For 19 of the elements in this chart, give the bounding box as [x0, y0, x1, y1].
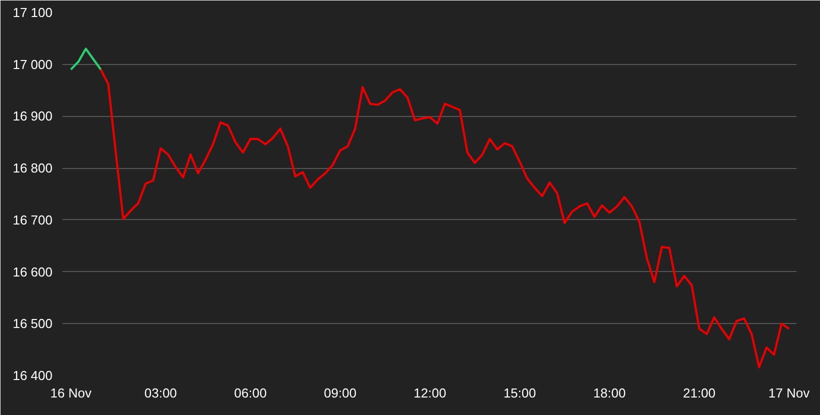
x-tick-label: 18:00 — [593, 386, 626, 400]
x-tick-label: 15:00 — [503, 386, 536, 400]
x-tick-label: 12:00 — [414, 386, 446, 400]
x-tick-label: 16 Nov — [50, 386, 92, 400]
x-tick-label: 06:00 — [234, 386, 267, 400]
y-tick-label: 16 900 — [12, 108, 53, 124]
y-tick-label: 16 800 — [12, 160, 53, 176]
y-tick-label: 17 000 — [12, 56, 53, 72]
x-tick-label: 09:00 — [324, 386, 356, 400]
line-series — [70, 48, 102, 71]
y-tick-label: 16 500 — [12, 316, 53, 332]
line-series — [100, 68, 790, 368]
x-tick-label: 17 Nov — [768, 386, 810, 400]
y-tick-label: 17 100 — [12, 5, 53, 20]
x-tick-label: 03:00 — [144, 386, 177, 400]
x-tick-label: 21:00 — [682, 386, 716, 400]
y-tick-label: 16 700 — [12, 212, 53, 228]
y-tick-label: 16 600 — [12, 264, 53, 280]
y-tick-label: 16 400 — [12, 368, 53, 383]
